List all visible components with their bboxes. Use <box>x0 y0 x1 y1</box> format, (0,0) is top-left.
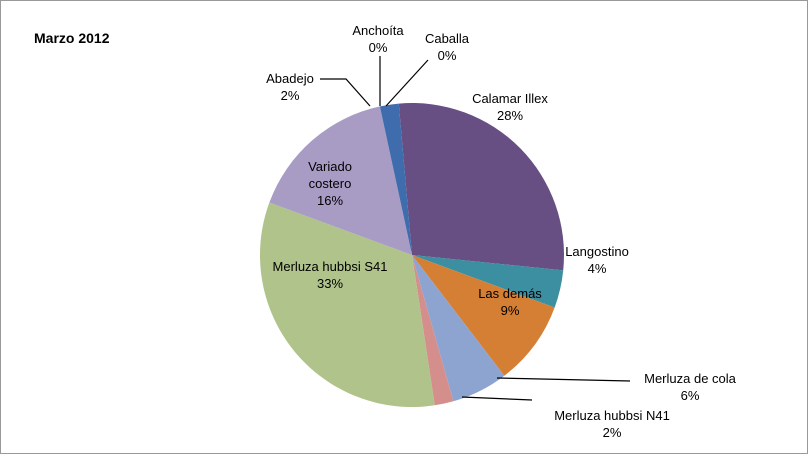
value-label: 0% <box>437 48 457 63</box>
slice <box>412 255 564 308</box>
value-label: 6% <box>680 388 700 403</box>
data-label: Merluza hubbsi S41 33% <box>270 258 390 292</box>
category-label: Calamar Illex <box>472 91 548 106</box>
slice <box>398 103 412 256</box>
leader-line <box>496 377 631 382</box>
category-label: Caballa <box>424 31 470 46</box>
leader-line <box>461 396 533 401</box>
slice <box>398 103 564 271</box>
data-label: Calamar Illex 28% <box>450 90 570 124</box>
category-label: Merluza hubbsi N41 <box>554 408 670 423</box>
data-label: Merluza de cola 6% <box>630 370 750 404</box>
value-label: 9% <box>500 303 520 318</box>
slice <box>412 255 454 406</box>
value-label: 4% <box>587 261 607 276</box>
category-label: Merluza hubbsi S41 <box>272 259 388 274</box>
slice <box>412 255 555 376</box>
category-label: Abadejo <box>266 71 314 86</box>
value-label: 33% <box>316 276 344 291</box>
slice <box>259 202 435 407</box>
data-label: Langostino 4% <box>537 243 657 277</box>
slice <box>379 103 412 256</box>
chart-title: Marzo 2012 <box>34 30 110 46</box>
category-label: Variado costero <box>308 159 352 191</box>
category-label: Las demás <box>478 286 542 301</box>
value-label: 0% <box>368 40 388 55</box>
data-label: Abadejo 2% <box>230 70 350 104</box>
leader-line <box>320 78 371 107</box>
category-label: Merluza de cola <box>644 371 736 386</box>
value-label: 16% <box>316 193 344 208</box>
value-label: 2% <box>602 425 622 440</box>
data-label: Variado costero 16% <box>295 158 365 209</box>
leader-lines <box>320 56 631 401</box>
data-label: Caballa 0% <box>387 30 507 64</box>
leader-line <box>385 59 429 107</box>
category-label: Anchoíta <box>352 23 404 38</box>
slice <box>269 106 412 255</box>
data-label: Las demás 9% <box>450 285 570 319</box>
value-label: 2% <box>280 88 300 103</box>
data-label: Merluza hubbsi N41 2% <box>552 407 672 441</box>
value-label: 28% <box>496 108 524 123</box>
data-label: Anchoíta 0% <box>318 22 438 56</box>
category-label: Langostino <box>565 244 629 259</box>
slice <box>412 255 505 402</box>
